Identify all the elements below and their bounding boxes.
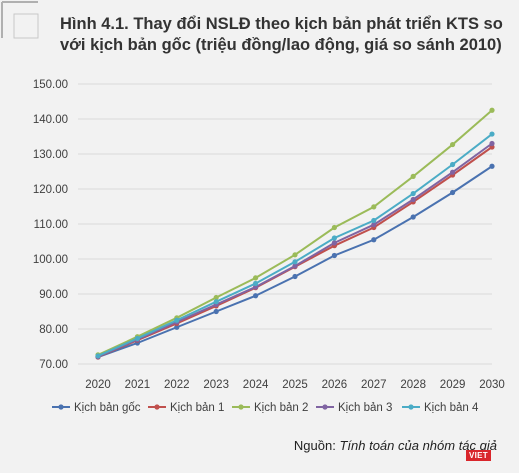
y-tick-label: 70.00 xyxy=(39,359,68,371)
data-point xyxy=(95,353,101,359)
data-point xyxy=(174,317,180,323)
series-line xyxy=(97,142,493,358)
corner-bracket-icon xyxy=(1,1,39,39)
x-tick-label: 2023 xyxy=(203,379,229,391)
series-3 xyxy=(95,107,495,358)
series-line xyxy=(97,133,493,357)
y-tick-label: 120.00 xyxy=(33,184,68,196)
x-tick-label: 2025 xyxy=(282,379,308,391)
chart-title: Hình 4.1. Thay đổi NSLĐ theo kịch bản ph… xyxy=(60,14,510,56)
source-text: Tính toán của nhóm tác giả xyxy=(339,438,497,453)
publisher-badge: VIET xyxy=(466,450,491,461)
data-point xyxy=(253,280,259,287)
data-point xyxy=(213,299,219,305)
data-point xyxy=(331,224,337,231)
data-point xyxy=(489,107,495,113)
data-point xyxy=(253,293,259,299)
data-point xyxy=(331,235,337,241)
data-point xyxy=(292,273,298,280)
legend-marker xyxy=(408,404,414,410)
x-tick-label: 2029 xyxy=(440,379,466,391)
legend-marker xyxy=(322,404,328,410)
data-point xyxy=(134,335,140,342)
y-tick-label: 140.00 xyxy=(33,114,68,126)
legend-item: Kịch bản 4 xyxy=(402,402,479,414)
data-point xyxy=(213,308,219,315)
data-point xyxy=(253,275,259,281)
x-tick-label: 2022 xyxy=(164,379,190,391)
legend-label: Kịch bản 4 xyxy=(424,402,479,414)
chart-title-line-1: Hình 4.1. Thay đổi NSLĐ theo kịch bản ph… xyxy=(60,15,503,33)
x-tick-label: 2020 xyxy=(85,379,111,391)
data-point xyxy=(410,214,416,220)
data-point xyxy=(489,140,495,147)
data-point xyxy=(450,189,456,196)
data-point xyxy=(450,141,456,148)
y-tick-label: 110.00 xyxy=(34,219,68,231)
data-point xyxy=(371,217,377,224)
legend-label: Kịch bản 2 xyxy=(254,402,308,414)
gridlines xyxy=(78,83,492,365)
series-4 xyxy=(95,140,495,360)
data-point xyxy=(292,259,298,265)
data-point xyxy=(292,252,298,258)
data-point xyxy=(450,161,456,168)
data-point xyxy=(292,263,298,269)
legend-label: Kịch bản gốc xyxy=(74,402,141,414)
legend-item: Kịch bản 1 xyxy=(148,402,224,414)
legend-label: Kịch bản 1 xyxy=(170,402,224,414)
y-tick-label: 90.00 xyxy=(39,289,68,301)
y-tick-label: 150.00 xyxy=(33,79,68,91)
data-point xyxy=(450,169,456,175)
series-5 xyxy=(95,131,495,359)
x-tick-label: 2028 xyxy=(400,379,426,391)
y-axis-ticks: 70.00 80.00 90.00 100.00 110.00 120.00 130.00 1… xyxy=(33,79,68,371)
legend-item: Kịch bản 3 xyxy=(316,402,392,414)
y-tick-label: 130.00 xyxy=(33,149,68,161)
x-tick-label: 2021 xyxy=(125,379,151,391)
data-point xyxy=(174,324,180,330)
data-point xyxy=(371,222,377,228)
data-point xyxy=(371,204,377,210)
series-line xyxy=(97,109,493,356)
x-axis-ticks: 2020 2021 2022 2023 2024 2025 2026 2027 2028 2029… xyxy=(85,379,505,391)
x-tick-label: 2026 xyxy=(322,379,348,391)
data-point xyxy=(371,237,377,243)
y-tick-label: 100.00 xyxy=(33,254,68,266)
source-label: Nguồn: xyxy=(293,438,336,453)
legend-label: Kịch bản 3 xyxy=(338,402,392,414)
x-tick-label: 2030 xyxy=(479,379,505,391)
legend-item: Kịch bản gốc xyxy=(52,402,141,414)
data-point xyxy=(213,294,219,301)
data-point xyxy=(410,173,416,179)
x-tick-label: 2027 xyxy=(361,379,387,391)
data-point xyxy=(489,163,495,169)
data-point xyxy=(331,252,337,259)
x-tick-label: 2024 xyxy=(243,379,269,391)
legend-marker xyxy=(238,404,244,410)
y-tick-label: 80.00 xyxy=(39,324,68,336)
data-point xyxy=(331,240,337,246)
legend-item: Kịch bản 2 xyxy=(232,402,308,414)
legend-marker xyxy=(58,404,64,410)
data-point xyxy=(410,196,416,203)
series-lines xyxy=(95,107,495,360)
legend: Kịch bản gốc Kịch bản 1 Kịch bản 2 Kịch bản… xyxy=(52,402,479,414)
source-note: Nguồn: Tính toán của nhóm tác giả xyxy=(294,438,497,453)
data-point xyxy=(410,190,416,197)
chart-title-line-2: với kịch bản gốc (triệu đồng/lao động, g… xyxy=(60,36,502,54)
legend-marker xyxy=(154,404,160,410)
data-point xyxy=(489,131,495,137)
